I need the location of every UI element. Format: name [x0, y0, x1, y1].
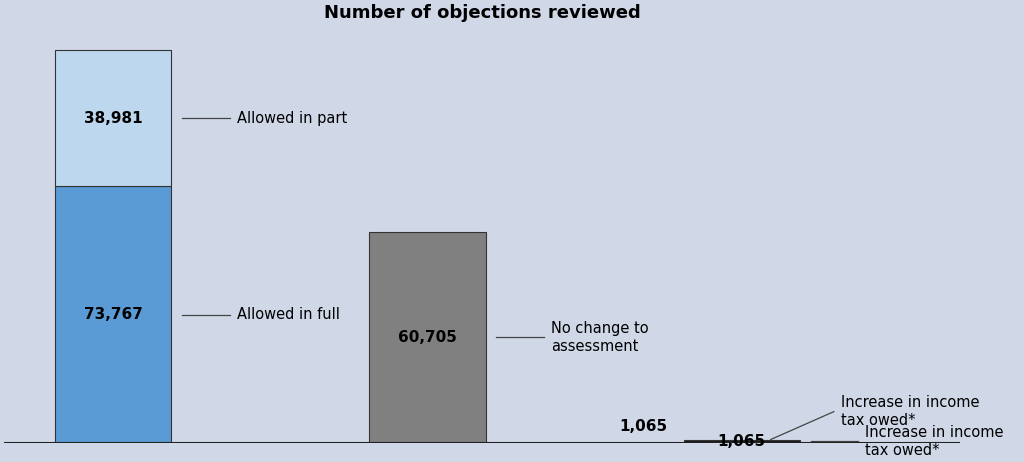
Bar: [684, 439, 800, 443]
Text: Increase in income
tax owed*: Increase in income tax owed*: [865, 425, 1004, 457]
Text: 1,065: 1,065: [620, 419, 668, 434]
Text: No change to
assessment: No change to assessment: [551, 321, 649, 354]
Bar: [370, 232, 485, 443]
Bar: [55, 186, 171, 443]
Text: 1,065: 1,065: [718, 434, 766, 449]
Text: 73,767: 73,767: [84, 307, 143, 322]
Text: Allowed in full: Allowed in full: [237, 307, 340, 322]
Text: Increase in income
tax owed*: Increase in income tax owed*: [841, 395, 979, 428]
Bar: [55, 50, 171, 186]
Title: Number of objections reviewed: Number of objections reviewed: [324, 4, 641, 22]
Text: Allowed in part: Allowed in part: [237, 111, 347, 126]
Text: 60,705: 60,705: [398, 330, 457, 345]
Text: 38,981: 38,981: [84, 111, 142, 126]
